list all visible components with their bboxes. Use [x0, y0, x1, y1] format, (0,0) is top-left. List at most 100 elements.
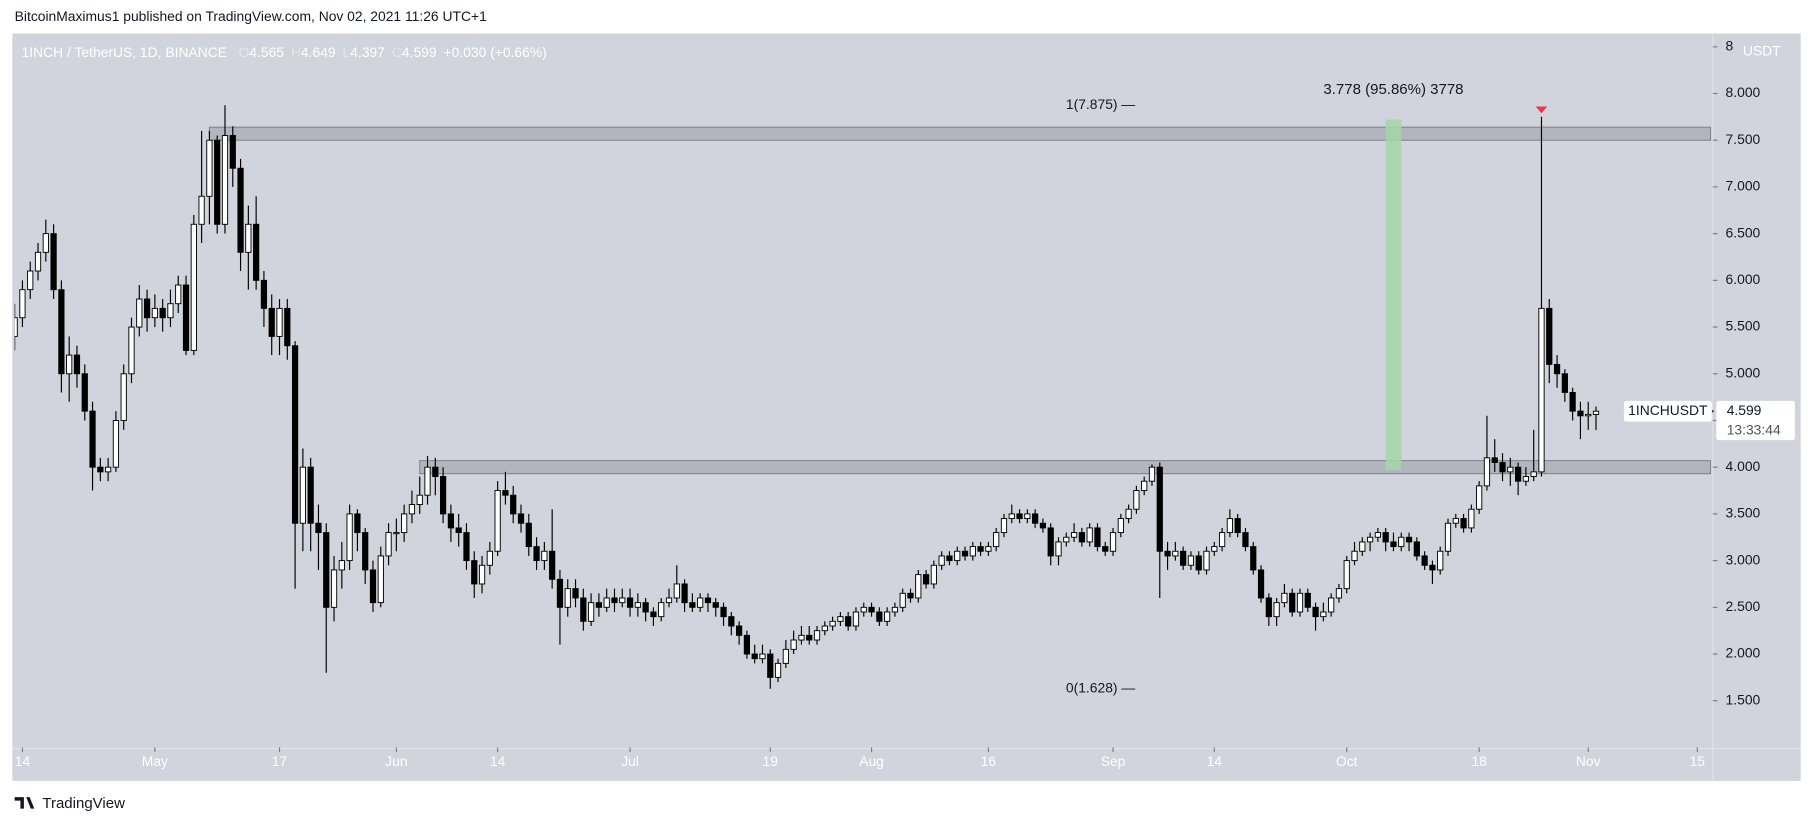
candle-body: [1086, 527, 1093, 543]
candle-body: [1366, 536, 1374, 543]
candle-body: [1148, 466, 1156, 482]
legend-value: 4.599: [402, 44, 437, 60]
candle-body: [19, 289, 26, 319]
candle-body: [268, 307, 275, 337]
candle-body: [736, 625, 743, 636]
candle-body: [1281, 592, 1288, 604]
candle-body: [884, 611, 891, 622]
candle-body: [237, 167, 244, 253]
fib-label: 0(1.628) —: [1066, 679, 1135, 695]
candle-body: [556, 578, 564, 608]
candle-body: [167, 303, 174, 319]
candle-body: [447, 513, 454, 529]
candle-body: [1320, 611, 1327, 618]
candle-body: [1055, 541, 1062, 557]
x-tick-label: 14: [490, 753, 506, 769]
candle-body: [1546, 307, 1553, 365]
candle-body: [128, 326, 135, 375]
candle-body: [1211, 546, 1218, 552]
candle-body: [27, 270, 34, 291]
candle-body: [1250, 546, 1257, 571]
candle-body: [478, 564, 486, 585]
legend-change: +0.030 (+0.66%): [444, 44, 547, 60]
candle-body: [1133, 490, 1140, 510]
candle-body: [954, 550, 961, 562]
candle-body: [432, 466, 439, 477]
candle-body: [728, 616, 735, 627]
candle-body: [424, 466, 431, 496]
candle-body: [658, 602, 665, 618]
candle-body: [587, 602, 595, 622]
candle-body: [689, 602, 696, 608]
candle-body: [985, 546, 992, 552]
candle-body: [961, 550, 969, 557]
candle-body: [751, 653, 758, 660]
candle-body: [1257, 569, 1265, 599]
x-tick-label: 15: [1690, 753, 1706, 769]
candle-body: [876, 611, 883, 622]
candle-body: [14, 317, 18, 337]
legend-value: 4.649: [301, 44, 336, 60]
candle-body: [564, 588, 571, 608]
candle-body: [34, 251, 42, 272]
candle-body: [1429, 564, 1436, 571]
legend-key: H: [291, 44, 301, 60]
candle-body: [611, 597, 618, 604]
candle-body: [572, 588, 579, 599]
candle-body: [120, 373, 127, 421]
candle-body: [354, 513, 361, 534]
candle-body: [1413, 541, 1420, 557]
legend-value: 4.397: [350, 44, 385, 60]
candle-body: [634, 602, 641, 608]
candle-body: [1156, 466, 1163, 552]
legend-value: 4.565: [249, 44, 284, 60]
candle-body: [112, 420, 120, 468]
candle-body: [517, 513, 525, 524]
candle-body: [1421, 555, 1428, 566]
candle-body: [229, 135, 236, 169]
candle-body: [1468, 508, 1475, 529]
candle-body: [1234, 518, 1241, 534]
candle-body: [284, 307, 291, 347]
plot: [14, 105, 1712, 689]
candle-body: [1569, 391, 1576, 412]
candle-body: [1203, 550, 1210, 571]
candle-body: [922, 574, 930, 585]
candle-body: [798, 634, 805, 641]
candle-body: [42, 233, 49, 253]
candle-body: [1102, 546, 1109, 552]
candle-body: [681, 583, 688, 604]
symbol-label-box: [1623, 400, 1712, 422]
candle-body: [790, 639, 797, 650]
candle-body: [307, 466, 314, 524]
candle-body: [549, 550, 556, 580]
footer: TradingView: [42, 795, 125, 812]
candle-body: [603, 597, 610, 608]
candle-body: [81, 373, 88, 412]
chart-background: [12, 33, 1801, 781]
y-axis-label: USDT: [1743, 43, 1781, 59]
measure-bar: [1385, 119, 1402, 470]
candle-body: [806, 634, 813, 641]
fib-label: 1(7.875) —: [1066, 96, 1135, 112]
y-tick-label: 5.000: [1726, 364, 1761, 380]
x-tick-label: 14: [15, 753, 31, 769]
candle-body: [665, 597, 673, 604]
candle-body: [299, 466, 306, 524]
candle-body: [1328, 597, 1335, 613]
candle-body: [712, 602, 719, 608]
candle-body: [58, 289, 65, 375]
candle-body: [97, 466, 104, 473]
y-tick-label: 7.500: [1726, 131, 1761, 147]
candle-body: [291, 345, 299, 524]
candle-body: [1515, 466, 1522, 482]
candle-body: [471, 560, 478, 585]
candle-body: [650, 611, 657, 618]
candle-body: [1553, 363, 1561, 375]
candle-body: [136, 298, 143, 328]
candle-body: [969, 546, 976, 557]
candle-body: [253, 223, 260, 281]
resistance-zone: [208, 126, 1712, 141]
candle-body: [821, 625, 828, 632]
candle-body: [930, 564, 937, 585]
